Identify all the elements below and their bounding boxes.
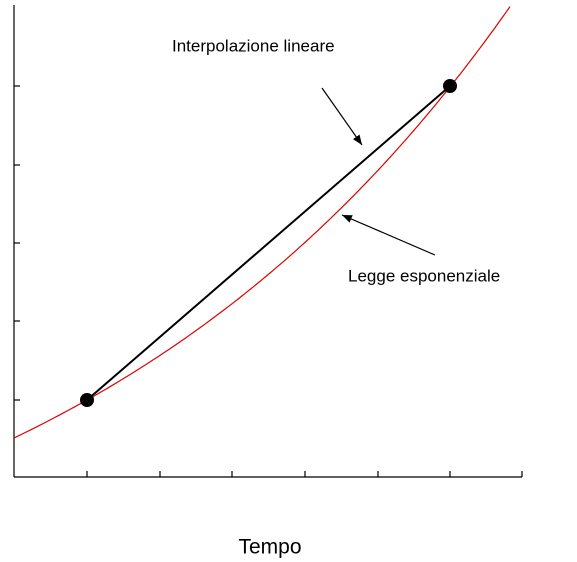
- point: [80, 393, 94, 407]
- annotation: Interpolazione lineare: [172, 36, 335, 55]
- axes: [13, 5, 523, 478]
- annotation: Legge esponenziale: [348, 266, 500, 285]
- exponential-curve: [13, 6, 511, 439]
- arrow: [321, 87, 363, 146]
- linear-segment: [86, 85, 451, 401]
- point: [443, 79, 457, 93]
- arrow: [341, 214, 436, 256]
- x-axis-label: Tempo: [238, 536, 301, 559]
